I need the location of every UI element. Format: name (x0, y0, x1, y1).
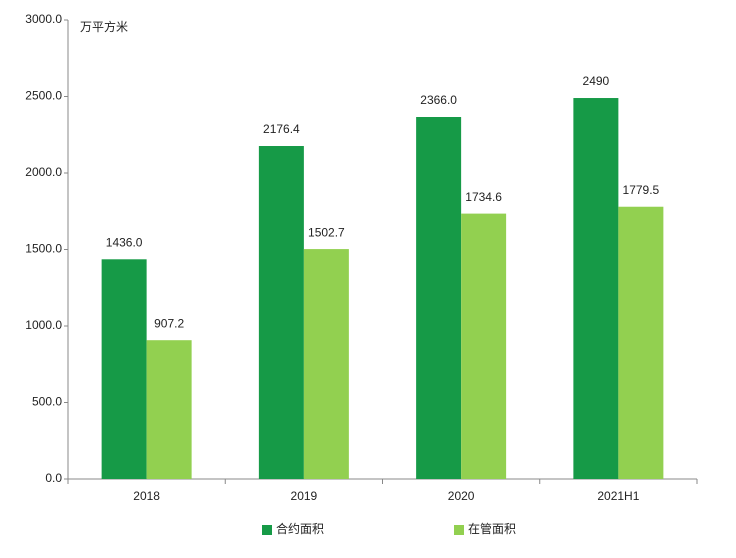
value-label: 2176.4 (263, 122, 300, 136)
legend-label: 合约面积 (276, 521, 324, 536)
y-tick-label: 0.0 (45, 471, 62, 485)
bar (618, 206, 664, 479)
x-tick-label: 2020 (448, 489, 475, 503)
y-tick-label: 500.0 (32, 395, 62, 409)
value-label: 1734.6 (465, 190, 502, 204)
value-label: 1779.5 (623, 183, 660, 197)
legend-swatch (262, 525, 272, 535)
bar (146, 340, 192, 479)
value-label: 907.2 (154, 316, 184, 330)
y-axis-unit: 万平方米 (80, 19, 128, 34)
y-tick-label: 1500.0 (25, 242, 62, 256)
y-tick-label: 3000.0 (25, 12, 62, 26)
bar (258, 146, 304, 479)
y-tick-label: 1000.0 (25, 318, 62, 332)
value-label: 1502.7 (308, 225, 345, 239)
legend-swatch (454, 525, 464, 535)
bar (416, 117, 462, 479)
value-label: 2490 (583, 74, 610, 88)
bar (461, 213, 507, 479)
x-tick-label: 2021H1 (597, 489, 639, 503)
value-label: 2366.0 (420, 93, 457, 107)
bar (573, 98, 619, 479)
bar (101, 259, 147, 479)
y-tick-label: 2500.0 (25, 89, 62, 103)
legend-label: 在管面积 (468, 521, 516, 536)
x-tick-label: 2018 (133, 489, 160, 503)
value-label: 1436.0 (106, 235, 143, 249)
x-tick-label: 2019 (291, 489, 318, 503)
bar (303, 249, 349, 479)
y-tick-label: 2000.0 (25, 165, 62, 179)
